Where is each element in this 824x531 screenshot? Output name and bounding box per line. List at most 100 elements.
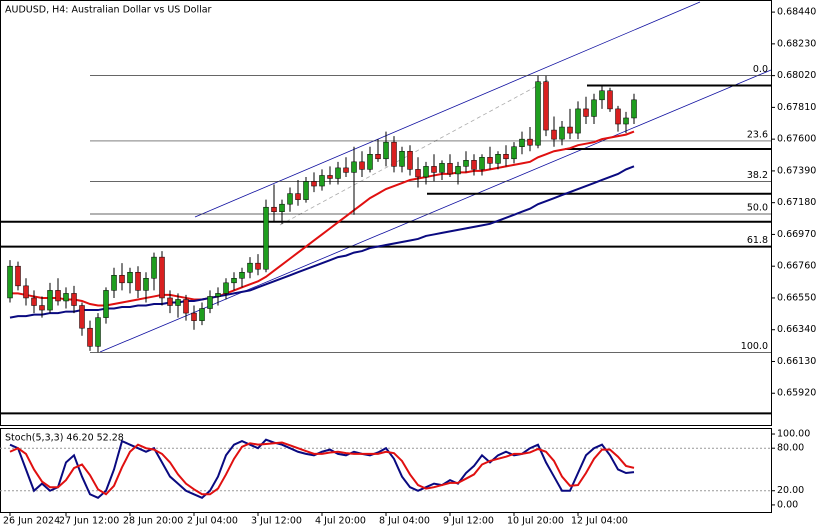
candle-body bbox=[111, 275, 117, 291]
candle-body bbox=[359, 161, 365, 170]
x-tick-label: 3 Jul 12:00 bbox=[251, 516, 302, 527]
y-tick-label: 0.68020 bbox=[777, 70, 816, 81]
candle-body bbox=[455, 166, 461, 175]
candle-body bbox=[479, 157, 485, 170]
y-tick-label: 0.66130 bbox=[777, 356, 816, 367]
x-tick-label: 28 Jun 20:00 bbox=[123, 516, 183, 527]
candle-body bbox=[631, 99, 637, 119]
y-tick-label: 0.66970 bbox=[777, 229, 816, 240]
candle-body bbox=[79, 305, 85, 329]
y-tick-label: 0.68440 bbox=[777, 7, 816, 18]
x-tick-label: 26 Jun 2024 bbox=[3, 516, 60, 527]
y-tick-label: 0.66550 bbox=[777, 292, 816, 303]
channel-upper bbox=[194, 1, 701, 218]
candle-body bbox=[503, 154, 509, 160]
y-tick-label: 0.67390 bbox=[777, 165, 816, 176]
candle-body bbox=[207, 296, 213, 309]
x-tick-label: 12 Jul 04:00 bbox=[571, 516, 628, 527]
fib-label: 61.8 bbox=[747, 235, 768, 246]
x-tick-label: 9 Jul 12:00 bbox=[443, 516, 494, 527]
x-tick-label: 4 Jul 20:00 bbox=[315, 516, 366, 527]
candle-body bbox=[351, 161, 357, 173]
candle-body bbox=[423, 166, 429, 178]
y-tick-label: 80.00 bbox=[777, 443, 804, 454]
candle-body bbox=[559, 126, 565, 140]
candle-body bbox=[399, 150, 405, 167]
candle-body bbox=[591, 99, 597, 117]
candle-body bbox=[119, 275, 125, 284]
candle-body bbox=[391, 141, 397, 167]
candle-body bbox=[295, 193, 301, 200]
candle-body bbox=[607, 90, 613, 110]
candle-body bbox=[127, 271, 133, 284]
candle-body bbox=[623, 117, 629, 125]
x-tick-label: 8 Jul 04:00 bbox=[379, 516, 430, 527]
candle-body bbox=[551, 129, 557, 140]
candle-body bbox=[495, 154, 501, 164]
candle-body bbox=[407, 150, 413, 170]
candle-body bbox=[471, 160, 477, 170]
candle-body bbox=[231, 278, 237, 284]
candle-body bbox=[63, 293, 69, 302]
y-tick-label: 0.66760 bbox=[777, 261, 816, 272]
fib-label: 0.0 bbox=[753, 64, 768, 75]
candle-body bbox=[343, 167, 349, 173]
candle-body bbox=[7, 265, 13, 299]
candle-body bbox=[271, 206, 277, 212]
candle-body bbox=[263, 206, 269, 270]
y-tick-label: 20.00 bbox=[777, 485, 804, 496]
candle-body bbox=[535, 81, 541, 146]
candle-body bbox=[255, 262, 261, 270]
candle-body bbox=[135, 271, 141, 291]
candle-body bbox=[87, 327, 93, 347]
stoch-title: Stoch(5,3,3) 46.20 52.28 bbox=[5, 433, 124, 444]
candle-body bbox=[463, 160, 469, 167]
candle-body bbox=[183, 299, 189, 314]
candle-body bbox=[31, 297, 37, 306]
candle-body bbox=[567, 126, 573, 134]
candle-body bbox=[247, 262, 253, 273]
candle-body bbox=[287, 193, 293, 205]
candle-body bbox=[199, 308, 205, 321]
candle-body bbox=[151, 256, 157, 279]
candle-body bbox=[327, 175, 333, 179]
candle-body bbox=[543, 81, 549, 131]
candle-body bbox=[615, 108, 621, 125]
candle-body bbox=[375, 154, 381, 160]
candle-body bbox=[175, 299, 181, 306]
candle-body bbox=[23, 285, 29, 299]
candle-body bbox=[511, 146, 517, 160]
channel-mid bbox=[279, 79, 549, 226]
moving-average bbox=[10, 130, 635, 307]
candle-body bbox=[431, 166, 437, 173]
candle-body bbox=[303, 181, 309, 200]
candle-body bbox=[575, 108, 581, 134]
candle-body bbox=[367, 154, 373, 170]
candle-body bbox=[415, 169, 421, 178]
candle-body bbox=[191, 312, 197, 321]
y-tick-label: 0.67180 bbox=[777, 197, 816, 208]
candle-body bbox=[95, 317, 101, 347]
content: 0.68440 0.68230 0.68020 0.67810 0.67600 0.673… bbox=[0, 7, 816, 527]
candle-body bbox=[447, 163, 453, 175]
y-tick-label: 0.68230 bbox=[777, 38, 816, 49]
candle-body bbox=[103, 290, 109, 318]
candle-body bbox=[223, 282, 229, 294]
candle-body bbox=[311, 181, 317, 187]
y-tick-label: 0.00 bbox=[777, 499, 798, 510]
x-tick-label: 2 Jul 04:00 bbox=[187, 516, 238, 527]
stoch-line bbox=[9, 438, 635, 499]
candle-body bbox=[215, 293, 221, 297]
y-tick-label: 0.66340 bbox=[777, 324, 816, 335]
candle-body bbox=[55, 290, 61, 302]
x-tick-label: 27 Jun 12:00 bbox=[59, 516, 119, 527]
candle-body bbox=[519, 138, 525, 147]
candle-body bbox=[159, 256, 165, 299]
candle-body bbox=[239, 271, 245, 279]
fib-label: 100.0 bbox=[741, 341, 768, 352]
candle-body bbox=[167, 297, 173, 306]
candle-body bbox=[47, 290, 53, 311]
candle-body bbox=[487, 157, 493, 164]
candle-body bbox=[527, 138, 533, 146]
